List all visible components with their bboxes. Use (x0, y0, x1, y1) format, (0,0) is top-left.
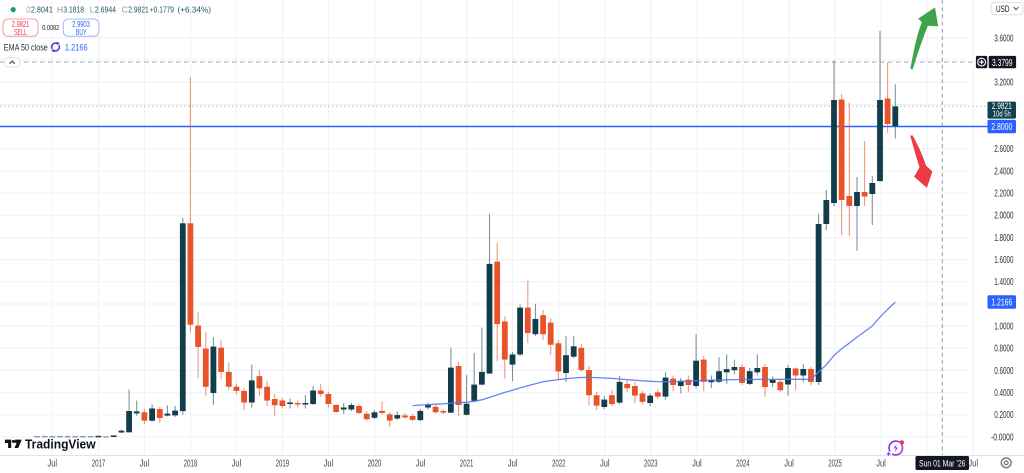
svg-text:2.4000: 2.4000 (994, 166, 1014, 177)
svg-text:2024: 2024 (736, 458, 750, 469)
svg-text:2021: 2021 (460, 458, 474, 469)
svg-text:Jul: Jul (324, 458, 334, 469)
svg-text:USD: USD (996, 4, 1010, 14)
svg-text:3.1818: 3.1818 (63, 5, 84, 15)
svg-text:3.3799: 3.3799 (992, 58, 1013, 69)
svg-text:Jul: Jul (968, 458, 978, 469)
svg-text:Jul: Jul (508, 458, 518, 469)
svg-text:2.0000: 2.0000 (994, 211, 1014, 222)
svg-text:SELL: SELL (14, 28, 27, 37)
svg-text:0.0082: 0.0082 (42, 23, 59, 32)
svg-text:BUY: BUY (76, 28, 87, 37)
svg-text:TradingView: TradingView (25, 437, 96, 451)
svg-text:3.6000: 3.6000 (994, 33, 1014, 44)
svg-text:2.2000: 2.2000 (994, 189, 1014, 200)
svg-text:0.4000: 0.4000 (994, 388, 1014, 399)
svg-text:1.2166: 1.2166 (65, 42, 88, 53)
svg-text:2.9903: 2.9903 (72, 19, 90, 29)
svg-text:Jul: Jul (876, 458, 886, 469)
svg-text:3.2000: 3.2000 (994, 78, 1014, 89)
svg-text:2.9821: 2.9821 (12, 19, 30, 29)
svg-text:2.9821: 2.9821 (128, 5, 149, 15)
svg-text:H: H (57, 5, 63, 15)
svg-text:1.0000: 1.0000 (994, 322, 1014, 333)
svg-text:2023: 2023 (644, 458, 658, 469)
svg-text:2019: 2019 (276, 458, 290, 469)
svg-text:L: L (90, 5, 95, 15)
svg-text:2020: 2020 (368, 458, 382, 469)
svg-text:10d 5h: 10d 5h (993, 109, 1011, 118)
svg-text:Jul: Jul (140, 458, 150, 469)
svg-text:0.2000: 0.2000 (994, 410, 1014, 421)
svg-text:0.6000: 0.6000 (994, 366, 1014, 377)
svg-text:EMA 50 close: EMA 50 close (4, 42, 48, 53)
svg-text:Jul: Jul (600, 458, 610, 469)
svg-text:Sun 01 Mar ’26: Sun 01 Mar ’26 (919, 458, 966, 469)
svg-text:+0.1779: +0.1779 (150, 5, 174, 15)
svg-text:1.6000: 1.6000 (994, 255, 1014, 266)
svg-text:Jul: Jul (416, 458, 426, 469)
svg-text:1.8000: 1.8000 (994, 233, 1014, 244)
svg-text:2.6000: 2.6000 (994, 144, 1014, 155)
svg-text:2022: 2022 (552, 458, 566, 469)
svg-text:Jul: Jul (784, 458, 794, 469)
svg-text:1.2166: 1.2166 (991, 298, 1012, 309)
svg-text:2.8000: 2.8000 (991, 122, 1012, 133)
svg-text:Jul: Jul (692, 458, 702, 469)
svg-text:2017: 2017 (92, 458, 106, 469)
svg-text:2.8041: 2.8041 (31, 5, 53, 15)
svg-text:O: O (26, 5, 31, 15)
svg-text:(+6.34%): (+6.34%) (178, 5, 212, 15)
svg-text:Jul: Jul (48, 458, 58, 469)
svg-text:-0.0000: -0.0000 (991, 432, 1014, 443)
svg-text:C: C (122, 5, 128, 15)
svg-text:2018: 2018 (184, 458, 198, 469)
svg-text:0.8000: 0.8000 (994, 344, 1014, 355)
svg-text:1.4000: 1.4000 (994, 277, 1014, 288)
svg-text:Jul: Jul (232, 458, 242, 469)
svg-text:2.9821: 2.9821 (992, 101, 1012, 111)
svg-text:2.6944: 2.6944 (95, 5, 116, 15)
svg-text:2025: 2025 (828, 458, 842, 469)
